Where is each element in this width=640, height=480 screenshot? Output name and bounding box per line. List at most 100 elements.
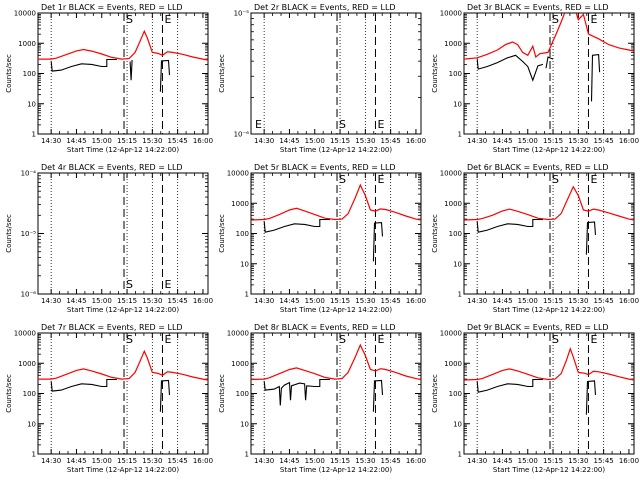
x-tick-label: 15:15 <box>543 297 563 305</box>
y-axis-label: Counts/sec <box>218 54 226 93</box>
x-tick-label: 16:00 <box>193 457 213 465</box>
marker-label-s: S <box>339 118 346 131</box>
x-tick-label: 15:00 <box>305 297 325 305</box>
marker-label-e: E <box>164 13 171 26</box>
series-line-events <box>263 378 330 406</box>
x-tick-label: 14:45 <box>492 457 512 465</box>
series-line-events <box>545 56 554 69</box>
y-tick-label: 10⁻⁵ <box>21 230 37 238</box>
y-tick-label: 1 <box>245 451 249 459</box>
y-tick-label: 100 <box>449 390 462 398</box>
panel-title: Det 3r BLACK = Events, RED = LLD <box>467 3 609 12</box>
marker-label-s: S <box>339 173 346 186</box>
x-tick-label: 16:00 <box>619 137 639 145</box>
y-axis-label: Counts/sec <box>5 374 13 413</box>
series-group <box>464 13 634 102</box>
x-tick-label: 14:30 <box>254 457 274 465</box>
x-tick-label: 15:15 <box>543 137 563 145</box>
x-tick-label: 15:45 <box>381 297 401 305</box>
x-tick-label: 15:00 <box>305 457 325 465</box>
x-axis-label: Start Time (12-Apr-12 14:22:00) <box>67 306 179 314</box>
y-tick-label: 100 <box>23 390 36 398</box>
series-line-events <box>50 378 117 392</box>
x-tick-label: 15:15 <box>543 457 563 465</box>
x-tick-label: 15:00 <box>92 137 112 145</box>
series-line-events <box>585 221 597 255</box>
series-group <box>464 346 634 415</box>
x-tick-label: 14:30 <box>41 137 61 145</box>
x-tick-label: 16:00 <box>193 137 213 145</box>
x-axis-label: Start Time (12-Apr-12 14:22:00) <box>280 306 392 314</box>
detector-panel-7: Det 7r BLACK = Events, RED = LLD 1 10 100 10… <box>5 323 213 474</box>
y-tick-label: 1 <box>458 451 462 459</box>
series-line-lld <box>38 29 208 61</box>
x-tick-label: 15:45 <box>168 137 188 145</box>
y-tick-label: 1000 <box>444 40 462 48</box>
y-tick-label: 1000 <box>444 200 462 208</box>
x-tick-label: 15:30 <box>355 457 375 465</box>
x-tick-label: 15:30 <box>355 137 375 145</box>
x-tick-label: 15:00 <box>518 457 538 465</box>
y-tick-label: 10000 <box>440 10 462 18</box>
marker-label-s: S <box>552 173 559 186</box>
x-tick-label: 15:45 <box>381 137 401 145</box>
marker-label-e: E <box>590 13 597 26</box>
y-axis-label: Counts/sec <box>218 374 226 413</box>
x-tick-label: 14:45 <box>66 297 86 305</box>
panel-title: Det 9r BLACK = Events, RED = LLD <box>467 323 609 332</box>
panel-title: Det 6r BLACK = Events, RED = LLD <box>467 163 609 172</box>
series-group <box>251 343 421 412</box>
series-line-lld <box>251 343 421 381</box>
x-tick-label: 15:00 <box>518 297 538 305</box>
x-tick-label: 15:00 <box>518 137 538 145</box>
x-tick-label: 15:15 <box>330 457 350 465</box>
series-line-events <box>159 59 171 92</box>
x-tick-label: 16:00 <box>619 457 639 465</box>
y-tick-label: 10⁻⁶ <box>234 131 250 139</box>
marker-label-e: E <box>255 118 262 131</box>
x-tick-label: 15:30 <box>355 297 375 305</box>
x-tick-label: 14:45 <box>66 457 86 465</box>
x-tick-label: 15:00 <box>92 297 112 305</box>
x-tick-label: 15:45 <box>168 457 188 465</box>
series-line-events <box>50 58 117 72</box>
marker-label-e: E <box>590 173 597 186</box>
marker-label-s: S <box>339 333 346 346</box>
panel-title: Det 1r BLACK = Events, RED = LLD <box>41 3 183 12</box>
panel-title: Det 2r BLACK = Events, RED = LLD <box>254 3 396 12</box>
y-tick-label: 10000 <box>227 330 249 338</box>
x-axis-label: Start Time (12-Apr-12 14:22:00) <box>67 466 179 474</box>
y-tick-label: 10000 <box>440 330 462 338</box>
x-axis-label: Start Time (12-Apr-12 14:22:00) <box>280 466 392 474</box>
y-tick-label: 100 <box>449 230 462 238</box>
y-tick-label: 1000 <box>231 360 249 368</box>
x-axis-label: Start Time (12-Apr-12 14:22:00) <box>493 306 605 314</box>
series-line-events <box>585 380 597 415</box>
x-tick-label: 14:30 <box>254 297 274 305</box>
x-axis-label: Start Time (12-Apr-12 14:22:00) <box>67 146 179 154</box>
series-line-events <box>372 222 384 262</box>
x-tick-label: 15:45 <box>594 137 614 145</box>
x-tick-label: 14:45 <box>492 297 512 305</box>
x-tick-label: 15:15 <box>330 297 350 305</box>
y-tick-label: 10 <box>453 260 462 268</box>
x-tick-label: 14:45 <box>279 457 299 465</box>
y-tick-label: 100 <box>236 230 249 238</box>
series-line-events <box>263 218 330 233</box>
y-tick-label: 1000 <box>444 360 462 368</box>
x-tick-label: 15:45 <box>168 297 188 305</box>
marker-label-s: S <box>126 278 133 291</box>
detector-panel-9: Det 9r BLACK = Events, RED = LLD 1 10 100 10… <box>431 323 639 474</box>
x-tick-label: 15:30 <box>568 297 588 305</box>
detector-panel-5: Det 5r BLACK = Events, RED = LLD 1 10 100 10… <box>218 163 426 314</box>
panel-title: Det 5r BLACK = Events, RED = LLD <box>254 163 396 172</box>
series-line-events <box>476 218 543 233</box>
y-axis-label: Counts/sec <box>431 374 439 413</box>
series-line-lld <box>464 346 634 381</box>
y-tick-label: 10000 <box>14 330 36 338</box>
y-tick-label: 1000 <box>18 40 36 48</box>
y-tick-label: 1 <box>32 131 36 139</box>
x-tick-label: 14:45 <box>492 137 512 145</box>
